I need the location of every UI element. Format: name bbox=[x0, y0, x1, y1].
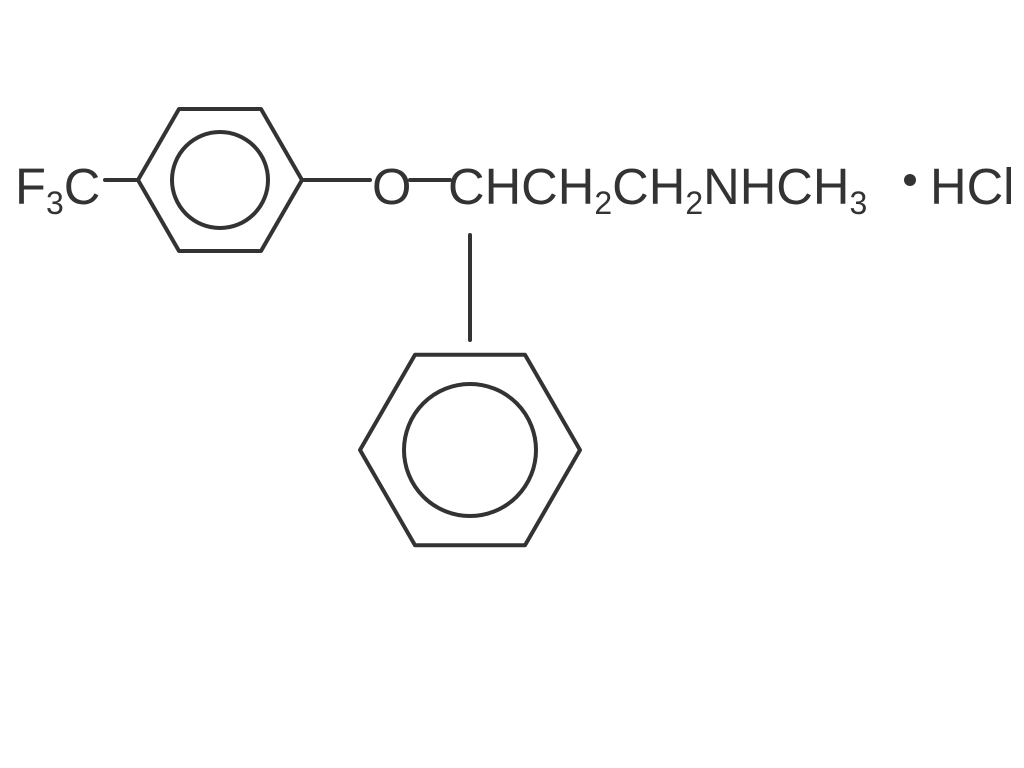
structure-svg bbox=[0, 0, 1024, 768]
label-O: O bbox=[372, 162, 411, 213]
label-HCl: HCl bbox=[930, 162, 1014, 213]
label-F3C: F3C bbox=[15, 162, 100, 213]
chemical-structure-diagram: F3C O CHCH2CH2NHCH3 HCl bbox=[0, 0, 1024, 768]
label-chain: CHCH2CH2NHCH3 bbox=[448, 162, 867, 213]
